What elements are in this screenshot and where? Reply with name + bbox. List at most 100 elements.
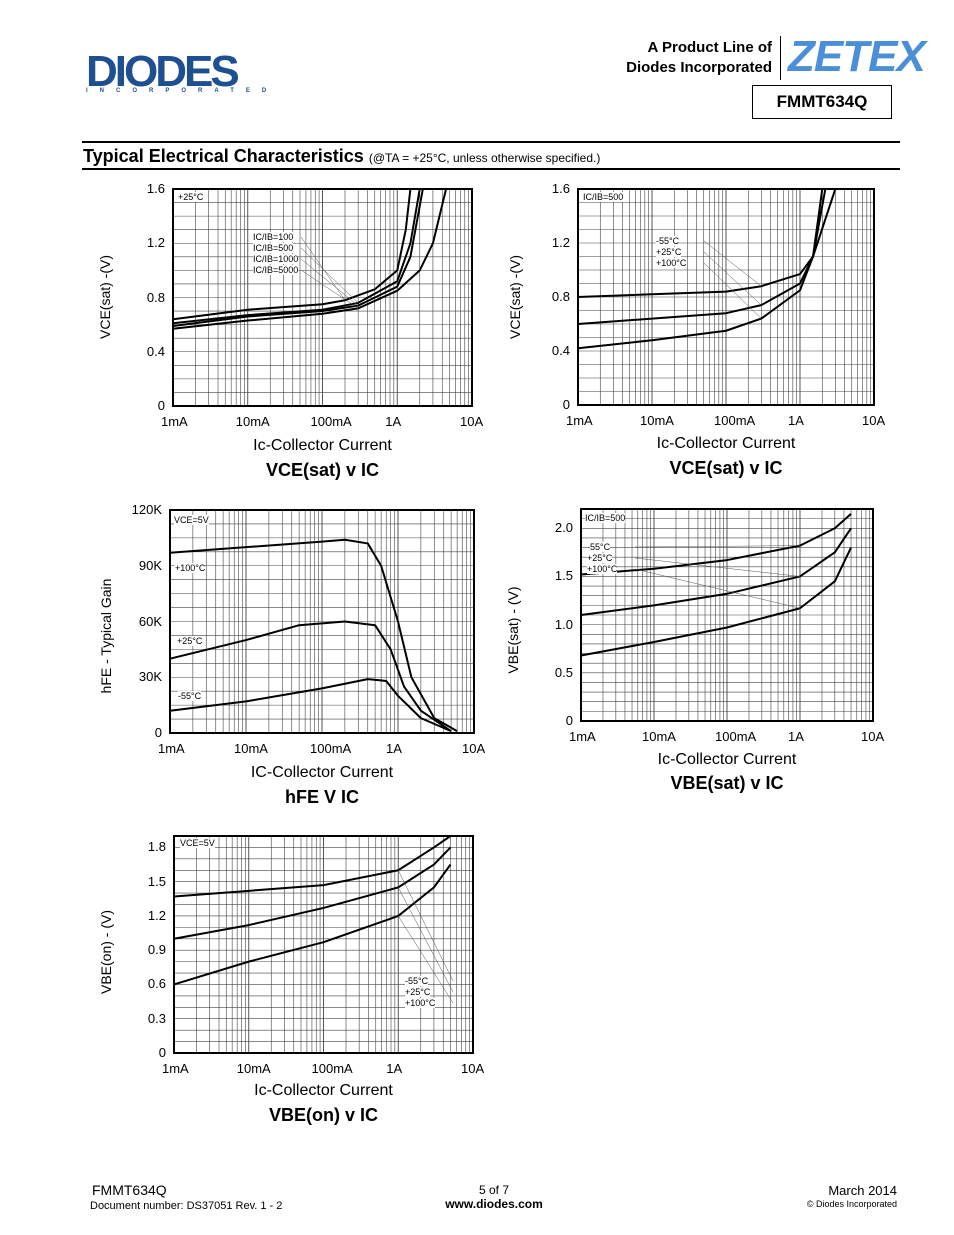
x-tick-label: 1mA bbox=[569, 729, 596, 744]
plot-frame bbox=[169, 509, 475, 734]
chart-title: VCE(sat) v IC bbox=[265, 460, 380, 480]
y-tick-label: 0 bbox=[157, 398, 165, 413]
x-tick-label: 1A bbox=[386, 1061, 403, 1076]
diodes-logo: DIODES bbox=[86, 47, 240, 96]
series-leader-line bbox=[634, 568, 801, 609]
product-line-1: A Product Line of bbox=[647, 39, 772, 56]
product-line-text: A Product Line of Diodes Incorporated bbox=[626, 38, 772, 78]
footer-part: FMMT634Q bbox=[92, 1182, 167, 1198]
chart-annotation: VCE=5V bbox=[174, 515, 209, 525]
chart-title: VBE(on) v IC bbox=[268, 1105, 378, 1125]
series-line-0 bbox=[172, 188, 412, 321]
x-tick-label: 10mA bbox=[236, 1061, 271, 1076]
y-tick-label: 0 bbox=[154, 725, 162, 740]
series-label: IC/IB=1000 bbox=[253, 254, 299, 264]
series-leader-line bbox=[634, 557, 801, 577]
series-line-1 bbox=[173, 846, 452, 940]
x-tick-label: 10mA bbox=[234, 741, 268, 756]
x-tick-label: 10A bbox=[462, 741, 486, 756]
y-tick-label: 2.0 bbox=[554, 520, 573, 536]
series-label: -55°C bbox=[656, 236, 680, 246]
y-tick-label: 0 bbox=[158, 1045, 166, 1060]
series-label: +100°C bbox=[587, 564, 618, 574]
y-tick-label: 0.5 bbox=[554, 664, 573, 680]
chart-annotation: IC/IB=500 bbox=[583, 192, 624, 202]
x-tick-label: 100mA bbox=[715, 729, 757, 744]
y-tick-label: 1.0 bbox=[554, 616, 573, 632]
series-label: IC/IB=100 bbox=[253, 232, 294, 242]
y-axis-label: VBE(on) - (V) bbox=[98, 910, 114, 995]
y-tick-label: 0.6 bbox=[147, 976, 166, 992]
diodes-logo-subtitle: INCORPORATED bbox=[86, 88, 279, 94]
x-tick-label: 1mA bbox=[566, 413, 593, 428]
x-axis-label: Ic-Collector Current bbox=[254, 1082, 393, 1099]
y-tick-label: 120K bbox=[131, 502, 162, 517]
footer-copyright: © Diodes Incorporated bbox=[806, 1199, 897, 1209]
series-label: -55°C bbox=[178, 691, 202, 701]
y-tick-label: 1.6 bbox=[146, 181, 165, 196]
footer-docnum: Document number: DS37051 Rev. 1 - 2 bbox=[90, 1200, 283, 1212]
x-tick-label: 100mA bbox=[311, 1061, 353, 1076]
series-line-0 bbox=[169, 538, 458, 733]
chart-annotation: +25°C bbox=[178, 192, 204, 202]
section-title: Typical Electrical Characteristics (@TA … bbox=[83, 146, 600, 167]
x-tick-label: 1mA bbox=[162, 1061, 189, 1076]
y-tick-label: 0 bbox=[562, 397, 570, 412]
part-number-box: FMMT634Q bbox=[752, 85, 892, 119]
x-tick-label: 1A bbox=[386, 741, 402, 756]
footer-url[interactable]: www.diodes.com bbox=[445, 1197, 543, 1211]
series-line-2 bbox=[169, 678, 452, 733]
x-tick-label: 1A bbox=[788, 729, 804, 744]
chart-title: VCE(sat) v IC bbox=[669, 458, 783, 478]
y-tick-label: 0.9 bbox=[147, 942, 166, 958]
x-tick-label: 1A bbox=[385, 414, 402, 429]
series-leader-line bbox=[300, 269, 359, 309]
series-label: IC/IB=5000 bbox=[253, 265, 299, 275]
plot-frame bbox=[172, 188, 473, 407]
chart-annotation: VCE=5V bbox=[180, 838, 215, 848]
y-tick-label: 1.5 bbox=[554, 568, 573, 584]
series-leader-line bbox=[398, 870, 454, 982]
y-tick-label: 1.2 bbox=[147, 907, 166, 923]
y-tick-label: 30K bbox=[138, 669, 162, 685]
y-tick-label: 0.4 bbox=[146, 343, 165, 359]
series-line-1 bbox=[169, 620, 452, 732]
y-tick-label: 1.5 bbox=[147, 873, 166, 889]
series-leader-line bbox=[300, 247, 359, 304]
y-tick-label: 0.3 bbox=[147, 1010, 166, 1026]
series-line-0 bbox=[173, 835, 452, 898]
y-tick-label: 1.6 bbox=[551, 181, 570, 196]
section-rule-bottom bbox=[82, 168, 900, 170]
x-tick-label: 10A bbox=[862, 413, 886, 428]
series-label: +25°C bbox=[656, 247, 682, 257]
x-tick-label: 10mA bbox=[642, 729, 676, 744]
series-leader-line bbox=[703, 262, 762, 319]
x-tick-label: 100mA bbox=[714, 413, 756, 428]
section-condition: (@TA = +25°C, unless otherwise specified… bbox=[368, 151, 601, 165]
x-tick-label: 100mA bbox=[310, 741, 352, 756]
series-line-1 bbox=[580, 527, 852, 616]
chart-annotation: IC/IB=500 bbox=[585, 513, 626, 523]
y-tick-label: 1.8 bbox=[147, 839, 166, 855]
series-leader-line bbox=[703, 251, 762, 306]
series-label: +100°C bbox=[656, 258, 687, 268]
x-axis-label: Ic-Collector Current bbox=[656, 435, 796, 452]
series-label: +100°C bbox=[405, 998, 436, 1008]
x-tick-label: 100mA bbox=[310, 414, 352, 429]
x-axis-label: Ic-Collector Current bbox=[657, 751, 797, 768]
y-tick-label: 0.4 bbox=[551, 343, 570, 358]
header-divider bbox=[780, 36, 781, 80]
series-label: IC/IB=500 bbox=[253, 243, 294, 253]
x-axis-label: Ic-Collector Current bbox=[253, 437, 392, 454]
x-tick-label: 1mA bbox=[161, 414, 188, 429]
series-leader-line bbox=[300, 258, 359, 306]
series-leader-line bbox=[634, 545, 801, 548]
series-label: +25°C bbox=[177, 636, 203, 646]
series-label: +100°C bbox=[175, 563, 206, 573]
